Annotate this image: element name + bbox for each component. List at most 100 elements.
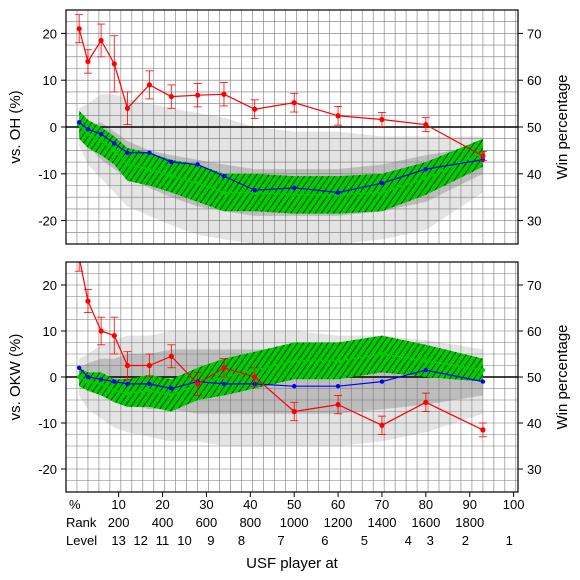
green-point bbox=[147, 166, 152, 172]
green-point bbox=[125, 390, 130, 396]
green-point bbox=[379, 190, 385, 195]
blue-point bbox=[195, 162, 200, 167]
blue-point bbox=[85, 127, 91, 132]
red-point bbox=[221, 365, 227, 371]
red-point bbox=[423, 399, 429, 405]
red-point bbox=[335, 402, 341, 408]
red-point bbox=[221, 91, 227, 97]
percent-row-label: % bbox=[69, 497, 81, 512]
red-point bbox=[146, 82, 152, 88]
blue-point bbox=[379, 180, 385, 186]
green-point bbox=[169, 393, 174, 398]
percent-tick-label: 40 bbox=[243, 497, 257, 512]
level-tick-label: 10 bbox=[177, 533, 191, 548]
red-point bbox=[124, 362, 131, 369]
left-tick-label: 10 bbox=[43, 73, 57, 88]
right-tick-label: 70 bbox=[527, 26, 541, 41]
red-point bbox=[146, 362, 152, 369]
level-tick-label: 5 bbox=[361, 533, 368, 548]
red-point bbox=[252, 106, 258, 112]
level-tick-label: 9 bbox=[207, 533, 214, 548]
blue-point bbox=[169, 386, 174, 391]
left-tick-label: 0 bbox=[50, 120, 57, 135]
left-tick-label: -10 bbox=[38, 167, 57, 182]
blue-point bbox=[76, 120, 82, 125]
blue-point bbox=[76, 365, 82, 370]
red-point bbox=[291, 408, 297, 415]
green-point bbox=[335, 358, 341, 364]
left-tick-label: 0 bbox=[50, 370, 57, 385]
blue-point bbox=[221, 173, 227, 179]
y-axis-label-left: vs. OKW (%) bbox=[7, 334, 24, 421]
percent-tick-label: 90 bbox=[462, 497, 476, 512]
rank-tick-label: 1000 bbox=[280, 515, 309, 530]
percent-tick-label: 20 bbox=[155, 497, 169, 512]
red-point bbox=[124, 105, 131, 111]
left-tick-label: 20 bbox=[43, 278, 57, 293]
red-point bbox=[379, 422, 385, 428]
percent-tick-label: 10 bbox=[111, 497, 125, 512]
red-point bbox=[168, 353, 174, 359]
blue-point bbox=[423, 367, 429, 373]
left-tick-label: -10 bbox=[38, 416, 57, 431]
rank-tick-label: 800 bbox=[239, 515, 261, 530]
percent-tick-label: 100 bbox=[503, 497, 525, 512]
right-tick-label: 40 bbox=[527, 416, 541, 431]
green-point bbox=[379, 351, 385, 357]
green-point bbox=[125, 162, 130, 167]
blue-point bbox=[221, 381, 227, 387]
percent-tick-label: 60 bbox=[331, 497, 345, 512]
green-point bbox=[85, 379, 91, 384]
level-tick-label: 1 bbox=[506, 533, 513, 548]
green-point bbox=[480, 367, 486, 373]
red-point bbox=[379, 116, 385, 123]
green-point bbox=[423, 358, 429, 364]
level-tick-label: 8 bbox=[238, 533, 245, 548]
blue-point bbox=[423, 166, 429, 172]
blue-point bbox=[169, 159, 174, 165]
red-point bbox=[111, 333, 117, 339]
red-point bbox=[480, 153, 486, 159]
blue-point bbox=[291, 185, 297, 191]
red-point bbox=[335, 113, 341, 119]
blue-point bbox=[112, 379, 117, 384]
blue-point bbox=[125, 150, 130, 155]
red-point bbox=[76, 26, 82, 32]
green-point bbox=[85, 131, 91, 137]
red-point bbox=[195, 92, 201, 98]
panel-1 bbox=[61, 9, 523, 245]
blue-point bbox=[335, 190, 341, 195]
green-point bbox=[195, 180, 200, 186]
rank-tick-label: 1200 bbox=[324, 515, 353, 530]
level-tick-label: 6 bbox=[321, 533, 328, 548]
percent-tick-label: 50 bbox=[287, 497, 301, 512]
left-tick-label: 10 bbox=[43, 324, 57, 339]
y-axis-label-right: Win percentage bbox=[554, 324, 571, 429]
x-axis-title: USF player at bbox=[246, 555, 339, 572]
blue-point bbox=[335, 384, 341, 389]
right-tick-label: 60 bbox=[527, 324, 541, 339]
blue-point bbox=[98, 377, 104, 382]
blue-point bbox=[291, 384, 297, 389]
blue-point bbox=[379, 379, 385, 384]
green-point bbox=[291, 358, 297, 364]
blue-point bbox=[480, 379, 486, 384]
level-tick-label: 3 bbox=[427, 533, 434, 548]
red-point bbox=[291, 100, 297, 106]
green-point bbox=[76, 374, 82, 380]
right-tick-label: 40 bbox=[527, 167, 541, 182]
red-point bbox=[423, 122, 429, 128]
rank-tick-label: 1600 bbox=[411, 515, 440, 530]
level-tick-label: 2 bbox=[462, 533, 469, 548]
rank-row-label: Rank bbox=[66, 515, 97, 530]
level-tick-label: 11 bbox=[156, 533, 170, 548]
panel-2 bbox=[61, 261, 523, 493]
rank-tick-label: 200 bbox=[108, 515, 130, 530]
red-series-group bbox=[75, 14, 487, 162]
right-tick-label: 60 bbox=[527, 73, 541, 88]
right-tick-label: 30 bbox=[527, 214, 541, 229]
green-point bbox=[98, 381, 104, 387]
blue-point bbox=[85, 374, 91, 380]
y-axis-label-left: vs. OH (%) bbox=[7, 90, 24, 163]
